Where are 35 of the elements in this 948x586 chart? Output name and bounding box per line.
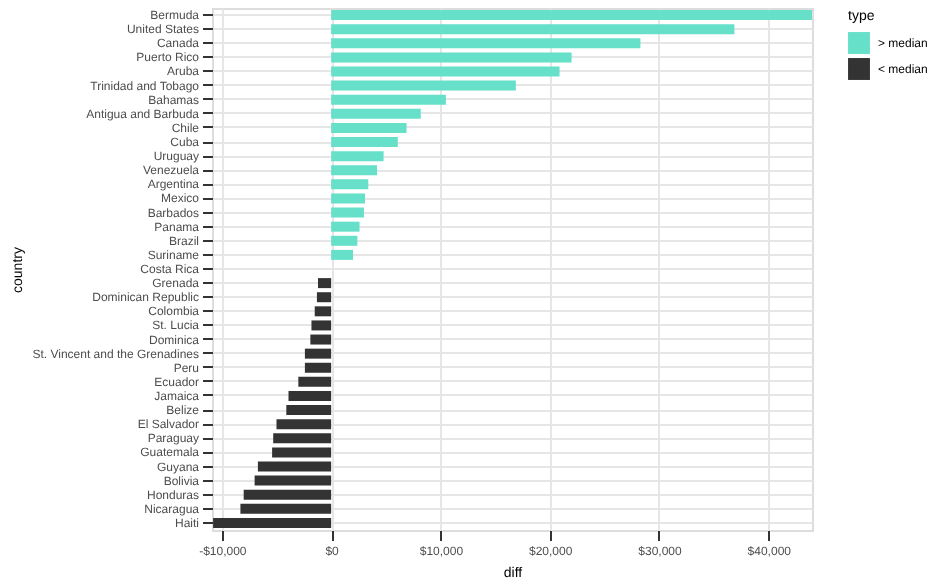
- bar: [331, 165, 378, 176]
- bar: [331, 122, 407, 133]
- bar: [304, 348, 332, 359]
- bar: [273, 433, 332, 444]
- bar: [286, 405, 332, 416]
- bar: [304, 362, 332, 373]
- bar: [240, 503, 332, 514]
- bar: [331, 137, 398, 148]
- bar: [318, 278, 332, 289]
- bar: [288, 390, 332, 401]
- bar: [272, 447, 332, 458]
- bar: [331, 108, 421, 119]
- bar: [254, 475, 332, 486]
- bar: [331, 24, 735, 35]
- bar: [331, 151, 384, 162]
- bar: [331, 249, 353, 260]
- bar: [310, 334, 332, 345]
- bar: [331, 94, 446, 105]
- bar: [331, 80, 516, 91]
- bar: [257, 461, 332, 472]
- bar: [331, 66, 560, 77]
- bar: [331, 179, 369, 190]
- bar: [314, 306, 332, 317]
- bar: [276, 419, 332, 430]
- bar: [311, 320, 332, 331]
- bar: [298, 376, 332, 387]
- bar: [316, 292, 332, 303]
- bar: [331, 193, 366, 204]
- bar: [243, 489, 332, 500]
- bar: [331, 207, 364, 218]
- bar: [331, 38, 641, 49]
- bar: [331, 10, 812, 21]
- bar: [331, 52, 572, 63]
- bar: [331, 221, 360, 232]
- bar: [331, 235, 358, 246]
